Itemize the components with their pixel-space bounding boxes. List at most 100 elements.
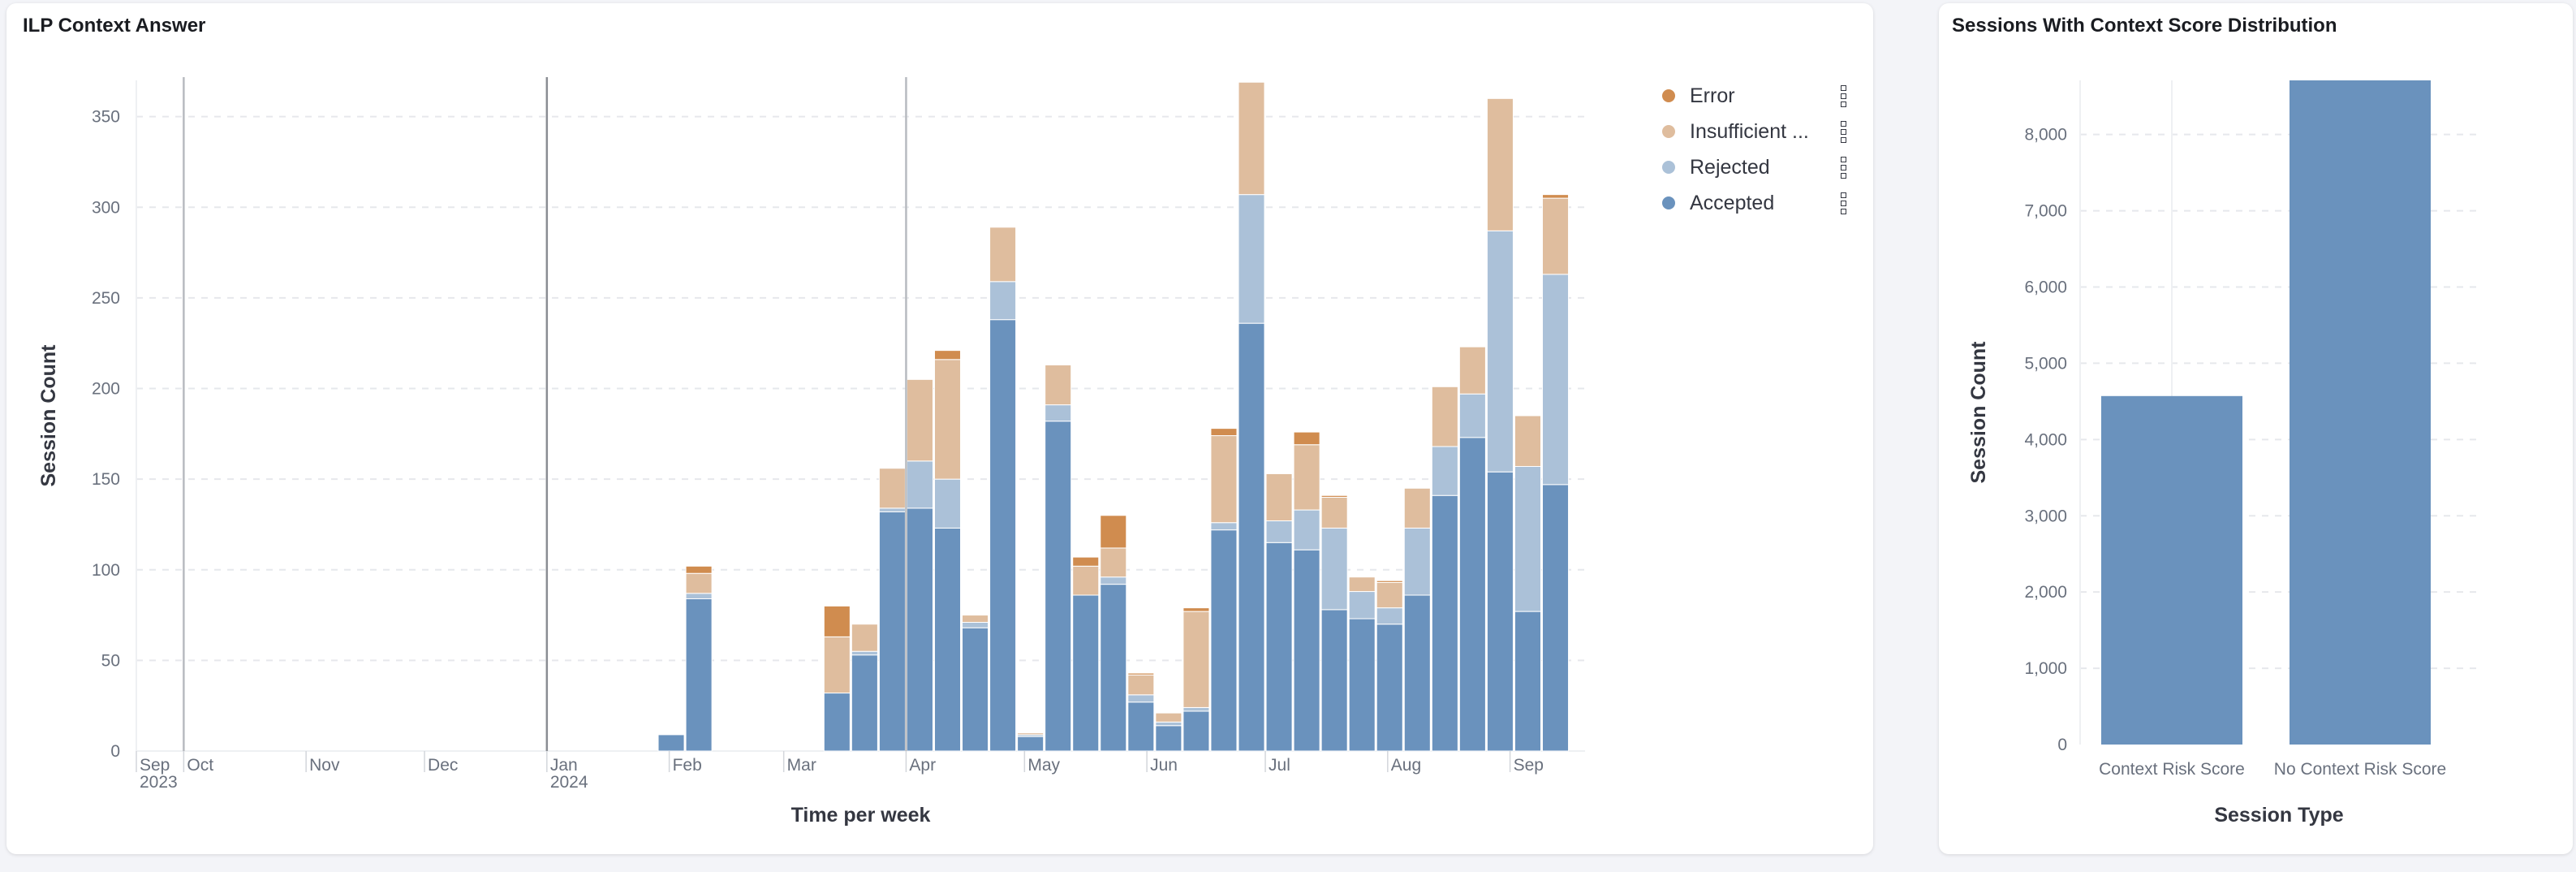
y-tick-label: 350: [92, 108, 120, 127]
legend-actions-icon[interactable]: [1841, 85, 1847, 107]
bar-segment-insufficient: [1045, 364, 1072, 406]
x-tick-label: May: [1027, 756, 1060, 775]
y-tick-label: 3,000: [2024, 507, 2067, 525]
bar-segment-error: [1210, 428, 1238, 437]
bar-segment-rejected: [1238, 194, 1265, 324]
bar-segment-insufficient: [823, 636, 851, 694]
bar-segment-insufficient: [1238, 81, 1265, 196]
bar-segment-error: [1100, 515, 1127, 549]
bar-segment-accepted: [1458, 437, 1486, 752]
bar-segment-insufficient: [1376, 581, 1403, 609]
x-axis-title: Time per week: [791, 804, 931, 827]
context-score-distribution-panel: Sessions With Context Score Distribution: [1939, 3, 2573, 854]
bar-no-context-risk-score: [2290, 80, 2431, 745]
y-tick-label: 4,000: [2024, 430, 2067, 449]
x-tick-label: Dec: [428, 756, 458, 775]
bar-segment-accepted: [1182, 710, 1210, 752]
bar-segment-error: [1182, 607, 1210, 612]
x-tick-label: Context Risk Score: [2099, 760, 2245, 779]
bar-segment-insufficient: [1293, 444, 1320, 511]
bar-segment-accepted: [1100, 584, 1127, 752]
bar-segment-accepted: [1072, 594, 1100, 752]
bar-segment-accepted: [851, 654, 878, 752]
bar-segment-insufficient: [1486, 97, 1514, 231]
bar-segment-insufficient: [962, 615, 989, 623]
bar-segment-accepted: [685, 598, 713, 752]
bar-segment-insufficient: [1458, 346, 1486, 395]
bar-segment-insufficient: [1155, 712, 1182, 723]
bar-segment-error: [1320, 494, 1348, 498]
bar-segment-accepted: [1045, 421, 1072, 752]
bar-segment-accepted: [906, 507, 933, 752]
legend-item[interactable]: Rejected: [1656, 149, 1850, 185]
legend-item[interactable]: Error: [1656, 78, 1850, 114]
legend-dot-icon: [1662, 196, 1675, 209]
bar-segment-accepted: [657, 734, 685, 752]
bar-segment-rejected: [1293, 509, 1320, 550]
bar-segment-accepted: [1293, 549, 1320, 752]
legend-actions-icon[interactable]: [1841, 157, 1847, 179]
bar-segment-rejected: [933, 478, 962, 529]
bar-segment-insufficient: [1210, 435, 1238, 524]
y-axis-title: Session Count: [1967, 341, 1990, 484]
bar-segment-rejected: [1486, 230, 1514, 473]
bar-segment-insufficient: [1072, 565, 1100, 596]
x-tick-year-label: 2023: [140, 773, 178, 792]
y-tick-label: 100: [92, 561, 120, 580]
y-tick-label: 250: [92, 289, 120, 308]
x-tick-year-label: 2024: [550, 773, 588, 792]
bar-segment-insufficient: [1127, 674, 1155, 696]
bar-segment-accepted: [1155, 725, 1182, 752]
bar-segment-rejected: [1265, 520, 1293, 543]
bar-segment-accepted: [1541, 484, 1570, 752]
bar-segment-insufficient: [878, 468, 906, 509]
y-tick-label: 6,000: [2024, 278, 2067, 297]
bar-segment-accepted: [1320, 609, 1348, 752]
bar-segment-rejected: [1431, 446, 1458, 496]
bar-segment-rejected: [989, 281, 1017, 321]
y-tick-label: 7,000: [2024, 202, 2067, 221]
bar-segment-insufficient: [906, 378, 933, 462]
legend-item[interactable]: Accepted: [1656, 185, 1850, 221]
y-tick-label: 2,000: [2024, 583, 2067, 602]
bar-segment-error: [1127, 672, 1155, 676]
x-tick-label: Jun: [1150, 756, 1178, 775]
x-tick-label: Apr: [909, 756, 936, 775]
bar-segment-insufficient: [1514, 415, 1541, 468]
chart-legend: Error Insufficient ... Rejected Accepted: [1656, 78, 1850, 221]
x-tick-label: Oct: [187, 756, 213, 775]
bar-segment-accepted: [962, 627, 989, 752]
legend-dot-icon: [1662, 161, 1675, 174]
bar-segment-accepted: [1376, 624, 1403, 752]
x-tick-label: No Context Risk Score: [2274, 760, 2446, 779]
panel-title: Sessions With Context Score Distribution: [1952, 15, 2337, 37]
x-tick-label: Nov: [309, 756, 340, 775]
bar-segment-error: [1072, 556, 1100, 567]
bar-segment-error: [1376, 580, 1403, 583]
bar-segment-error: [823, 605, 851, 637]
bar-segment-rejected: [906, 460, 933, 509]
bar-segment-rejected: [1348, 591, 1376, 619]
bar-segment-accepted: [933, 527, 962, 752]
legend-item[interactable]: Insufficient ...: [1656, 114, 1850, 149]
bar-segment-accepted: [1127, 701, 1155, 752]
bar-segment-insufficient: [1431, 386, 1458, 447]
legend-label: Rejected: [1690, 155, 1770, 179]
bar-segment-error: [685, 565, 713, 574]
y-axis-title: Session Count: [37, 344, 60, 487]
legend-dot-icon: [1662, 125, 1675, 138]
bar-segment-insufficient: [1348, 576, 1376, 593]
bar-segment-insufficient: [1320, 496, 1348, 529]
bar-segment-accepted: [1403, 594, 1431, 752]
bar-segment-insufficient: [1265, 473, 1293, 521]
bar-segment-rejected: [1541, 274, 1570, 486]
y-tick-label: 0: [110, 742, 120, 761]
legend-dot-icon: [1662, 89, 1675, 102]
legend-actions-icon[interactable]: [1841, 121, 1847, 143]
legend-actions-icon[interactable]: [1841, 192, 1847, 214]
bar-segment-error: [1293, 431, 1320, 446]
bar-segment-accepted: [989, 319, 1017, 752]
bar-segment-accepted: [1265, 542, 1293, 752]
